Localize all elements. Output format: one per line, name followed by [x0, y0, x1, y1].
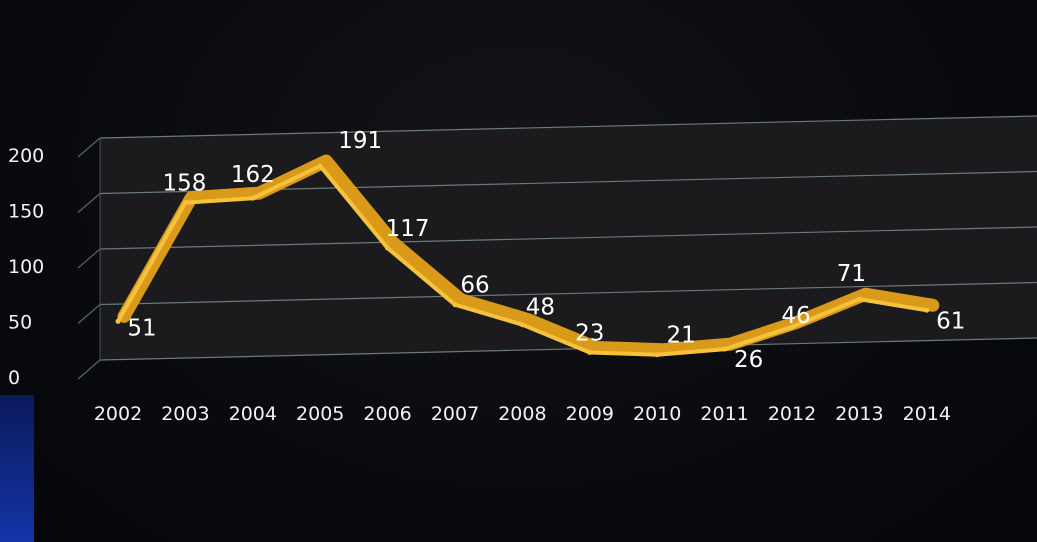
data-label: 26: [734, 347, 763, 373]
x-tick-label: 2009: [566, 403, 614, 425]
data-point: [789, 324, 795, 330]
gridline: [77, 281, 1037, 324]
data-point: [452, 302, 458, 308]
gridline: [77, 337, 1037, 380]
data-label: 162: [231, 162, 275, 188]
gridline: [77, 226, 1037, 269]
data-point: [722, 346, 728, 352]
data-point: [519, 322, 525, 328]
x-tick-label: 2013: [835, 403, 883, 425]
data-point: [115, 318, 121, 324]
x-tick-label: 2004: [229, 403, 277, 425]
blue-background-strip: [0, 395, 34, 542]
x-tick-label: 2006: [363, 403, 411, 425]
x-tick-label: 2010: [633, 403, 681, 425]
gridline: [77, 115, 1037, 158]
data-label: 191: [338, 128, 382, 154]
x-tick-label: 2008: [498, 403, 546, 425]
data-label: 66: [460, 273, 489, 299]
data-point: [654, 352, 660, 358]
data-label: 23: [575, 320, 604, 346]
data-point: [587, 349, 593, 355]
x-tick-label: 2012: [768, 403, 816, 425]
x-tick-label: 2011: [700, 403, 748, 425]
data-label: 61: [936, 308, 965, 334]
data-label: 117: [386, 216, 430, 242]
data-label: 48: [526, 295, 555, 321]
data-point: [856, 296, 862, 302]
data-point: [317, 163, 323, 169]
x-tick-label: 2003: [161, 403, 209, 425]
y-tick-label: 200: [8, 145, 44, 167]
data-point: [385, 245, 391, 251]
x-tick-label: 2007: [431, 403, 479, 425]
data-label: 71: [837, 261, 866, 287]
data-point: [182, 200, 188, 206]
data-labels: 51 158 162 191 117 66 48 23 21 26 46 71 61: [127, 128, 965, 373]
data-point: [250, 195, 256, 201]
data-label: 51: [127, 315, 156, 341]
data-label: 46: [781, 303, 810, 329]
x-tick-label: 2002: [94, 403, 142, 425]
y-tick-label: 0: [8, 367, 20, 389]
x-axis-ticks: 2002 2003 2004 2005 2006 2007 2008 2009 2010 2011…: [94, 403, 951, 425]
x-tick-label: 2005: [296, 403, 344, 425]
data-label: 21: [667, 323, 696, 349]
y-tick-label: 150: [8, 201, 44, 223]
x-tick-label: 2014: [903, 403, 951, 425]
y-tick-label: 100: [8, 256, 44, 278]
y-axis-ticks: 0 50 100 150 200: [8, 145, 44, 389]
data-label: 158: [162, 171, 206, 197]
data-point: [924, 307, 930, 313]
data-points: [115, 163, 930, 358]
y-tick-label: 50: [8, 312, 32, 334]
